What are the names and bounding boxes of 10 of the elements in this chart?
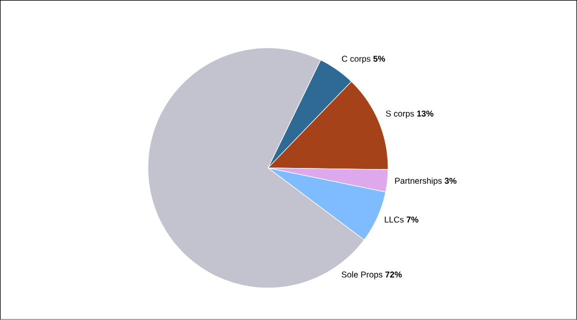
data-label: 13%: [417, 110, 434, 117]
slice-label: S corps: [386, 110, 414, 118]
data-label: 7%: [406, 216, 418, 223]
data-label: 3%: [444, 178, 456, 184]
data-label: 72%: [385, 272, 402, 278]
slice-label: Sole Props: [342, 271, 382, 280]
data-label: 5%: [373, 56, 386, 62]
slice-label: LLCs: [384, 216, 404, 223]
slice-label: C corps: [342, 56, 370, 64]
slice-label: Partnerships: [395, 178, 442, 186]
